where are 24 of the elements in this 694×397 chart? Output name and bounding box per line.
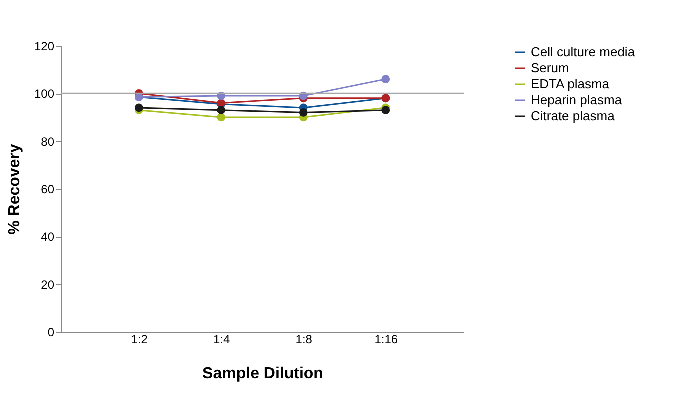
legend-label: Cell culture media bbox=[531, 44, 636, 60]
legend-label: Citrate plasma bbox=[531, 108, 616, 124]
x-tick-label: 1:4 bbox=[214, 332, 231, 346]
y-tick-label: 100 bbox=[34, 87, 55, 102]
point bbox=[382, 106, 390, 115]
x-tick-label: 1:16 bbox=[374, 332, 398, 346]
y-tick-label: 40 bbox=[41, 230, 55, 244]
y-axis-title: % Recovery bbox=[6, 144, 24, 235]
point bbox=[217, 106, 226, 115]
point bbox=[134, 104, 144, 112]
legend-label: Serum bbox=[531, 60, 570, 76]
x-tick-label: 1:8 bbox=[296, 332, 313, 346]
y-tick-label: 60 bbox=[41, 182, 55, 196]
x-tick-label: 1:2 bbox=[131, 332, 148, 346]
point bbox=[382, 75, 390, 84]
y-tick-label: 80 bbox=[41, 134, 55, 149]
y-tick-label: 120 bbox=[34, 40, 55, 54]
point bbox=[217, 113, 226, 122]
y-tick-label: 20 bbox=[41, 278, 55, 292]
legend-label: Heparin plasma bbox=[531, 92, 623, 108]
y-tick-label: 0 bbox=[48, 326, 55, 340]
x-axis-title: Sample Dilution bbox=[202, 366, 324, 382]
point bbox=[299, 108, 308, 117]
legend-label: EDTA plasma bbox=[531, 76, 610, 92]
